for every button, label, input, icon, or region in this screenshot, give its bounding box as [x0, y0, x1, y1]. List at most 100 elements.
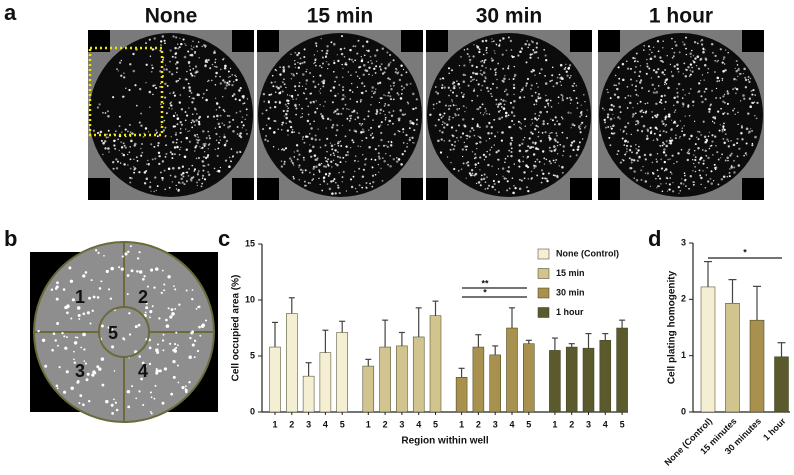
cell-dot	[208, 134, 211, 137]
cell-dot	[207, 148, 209, 150]
cell-dot	[651, 51, 653, 54]
cell-dot	[319, 92, 322, 94]
cell-dot	[274, 91, 277, 93]
cell-dot	[518, 159, 521, 161]
cell-dot	[154, 84, 156, 86]
cell-dot	[441, 131, 444, 134]
cell-dot	[222, 109, 225, 111]
cell-dot	[105, 399, 109, 404]
cell-dot	[553, 138, 557, 141]
cell-dot	[218, 106, 221, 109]
cell-dot	[663, 169, 666, 172]
cell-dot	[652, 46, 655, 48]
cell-dot	[676, 95, 679, 98]
cell-dot	[367, 115, 370, 118]
cell-dot	[664, 168, 668, 171]
cell-dot	[79, 394, 83, 398]
image-title: None	[145, 5, 198, 28]
cell-dot	[94, 249, 98, 252]
cell-dot	[633, 159, 636, 162]
cell-dot	[606, 116, 610, 119]
cell-dot	[562, 145, 566, 148]
cell-dot	[697, 146, 700, 150]
cell-dot	[171, 108, 173, 110]
cell-dot	[627, 122, 630, 125]
cell-dot	[330, 160, 333, 163]
cell-dot	[375, 88, 377, 90]
x-tick-label: 2	[383, 419, 388, 429]
cell-dot	[498, 44, 501, 47]
cell-dot	[447, 67, 451, 70]
cell-dot	[553, 123, 556, 126]
cell-dot	[700, 79, 702, 82]
cell-dot	[700, 57, 703, 61]
cell-dot	[530, 70, 533, 73]
cell-dot	[662, 46, 664, 49]
cell-dot	[161, 35, 165, 38]
cell-dot	[214, 84, 217, 86]
cell-dot	[480, 178, 483, 181]
cell-dot	[261, 112, 264, 115]
cell-dot	[501, 167, 505, 170]
cell-dot	[370, 134, 372, 136]
cell-dots	[92, 35, 249, 193]
cell-dot	[124, 128, 127, 131]
cell-dot	[734, 87, 737, 90]
cell-dot	[235, 111, 238, 114]
cell-dot	[477, 83, 480, 86]
cell-dot	[246, 98, 249, 100]
cell-dot	[361, 122, 364, 125]
cell-dot	[481, 84, 484, 87]
cell-dot	[318, 169, 321, 172]
cell-dot	[681, 127, 683, 129]
cell-dot	[219, 75, 221, 78]
cell-dot	[561, 171, 564, 174]
cell-dot	[236, 133, 239, 135]
cell-dot	[490, 126, 493, 129]
cell-dot	[402, 131, 404, 133]
x-tick-label: 5	[620, 419, 625, 429]
cell-dot	[443, 122, 446, 125]
cell-dot	[156, 343, 160, 346]
cell-dot	[356, 52, 359, 55]
cell-dot	[87, 399, 91, 403]
cell-dot	[187, 130, 189, 133]
cell-dot	[664, 116, 667, 119]
cell-dot	[283, 160, 286, 163]
cell-dot	[326, 137, 329, 140]
cell-dot	[510, 147, 513, 150]
cell-dot	[695, 65, 698, 67]
cell-dots	[429, 36, 588, 195]
cell-dot	[333, 111, 335, 114]
cell-dot	[196, 181, 198, 184]
cell-dot	[380, 121, 383, 124]
cell-dot	[319, 146, 322, 149]
cell-dot	[178, 46, 181, 49]
cell-dot	[140, 147, 142, 150]
cell-dot	[107, 136, 110, 139]
cell-dot	[155, 86, 158, 90]
x-axis-label: Region within well	[401, 436, 488, 447]
cell-dot	[684, 174, 686, 177]
cell-dot	[741, 138, 744, 141]
cell-dot	[704, 186, 707, 189]
cell-dot	[183, 183, 186, 186]
cell-dot	[115, 167, 119, 170]
cell-dot	[363, 54, 366, 57]
cell-dot	[371, 185, 374, 188]
bar	[302, 375, 315, 413]
cell-dot	[360, 92, 363, 94]
cell-dot	[505, 88, 508, 91]
cell-dot	[333, 154, 336, 157]
cell-dot	[152, 93, 154, 96]
cell-dot	[175, 36, 178, 39]
cell-dot	[365, 182, 368, 184]
cell-dot	[504, 114, 508, 118]
cell-dot	[164, 126, 167, 129]
cell-dot	[624, 153, 626, 156]
cell-dot	[538, 160, 541, 163]
cell-dot	[535, 51, 538, 54]
cell-dot	[497, 110, 500, 113]
cell-dot	[737, 164, 741, 167]
cell-dot	[97, 251, 100, 254]
